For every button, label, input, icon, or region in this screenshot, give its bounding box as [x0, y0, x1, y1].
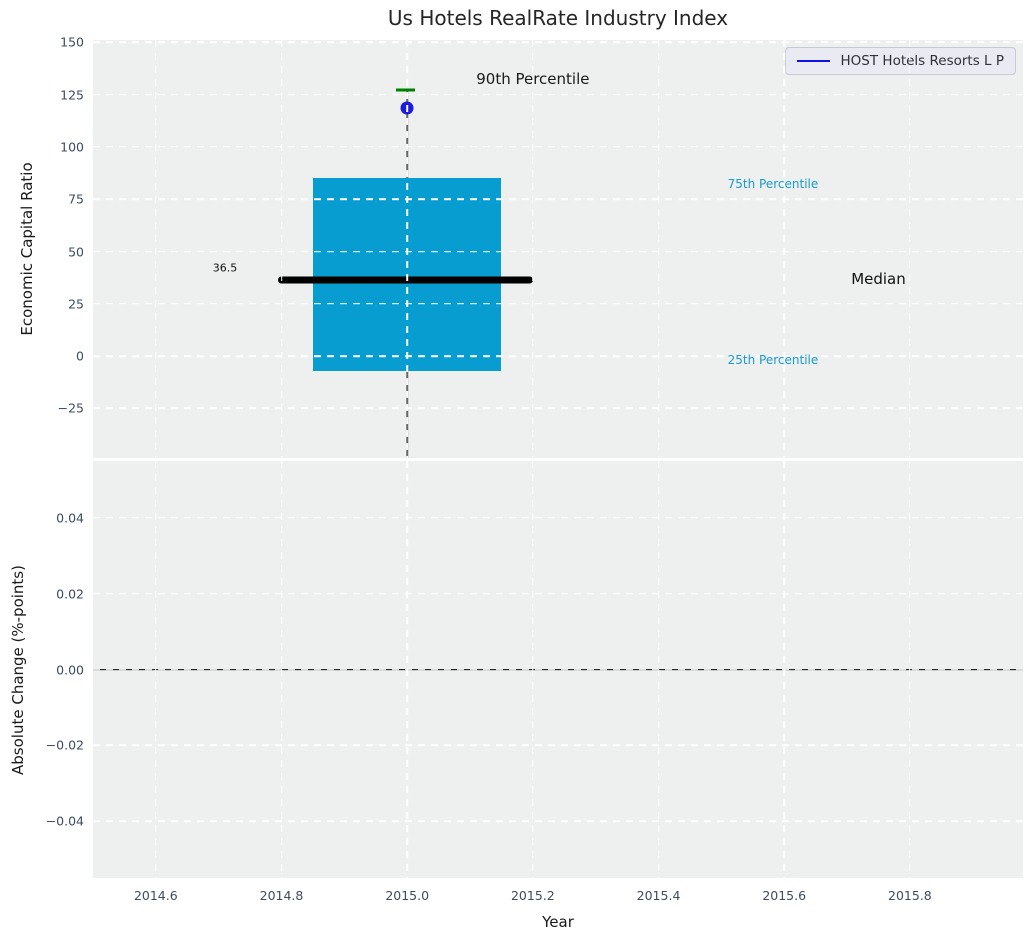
- median-line: [278, 276, 533, 284]
- y-tick-label: 75: [68, 191, 84, 207]
- y-tick-label: 0.00: [56, 662, 84, 677]
- gridline-horizontal: [93, 146, 1023, 148]
- annotation-p75-label: 75th Percentile: [727, 176, 819, 191]
- annotation-p25-label: 25th Percentile: [727, 353, 819, 368]
- gridline-vertical: [657, 40, 660, 458]
- x-tick-label: 2015.2: [510, 888, 555, 903]
- gridline-horizontal: [93, 517, 1023, 519]
- bottom-plot-area: [93, 461, 1023, 878]
- gridline-horizontal: [93, 355, 1023, 357]
- y-tick-label: −0.02: [45, 737, 84, 753]
- gridline-vertical: [909, 40, 911, 458]
- top-plot-area: HOST Hotels Resorts L P 90th Percentile 7…: [93, 40, 1023, 458]
- y-tick-label: 0.02: [56, 586, 84, 602]
- gridline-horizontal: [93, 668, 1023, 671]
- annotation-p90-label: 90th Percentile: [476, 69, 590, 88]
- x-tick-label: 2015.8: [888, 888, 932, 903]
- x-tick-label: 2015.0: [385, 888, 430, 903]
- gridline-horizontal: [93, 303, 1023, 305]
- y-tick-label: 150: [60, 34, 84, 50]
- y-tick-label: 0: [76, 348, 84, 364]
- y-tick-label: 50: [68, 244, 84, 259]
- legend-line-swatch: [796, 60, 830, 62]
- gridline-vertical: [406, 40, 408, 458]
- gridline-horizontal: [93, 744, 1023, 747]
- gridline-vertical: [280, 40, 283, 458]
- y-tick-label: −25: [57, 400, 84, 416]
- 90th-percentile-cap: [395, 88, 415, 92]
- gridline-horizontal: [93, 41, 1023, 44]
- x-tick-label: 2014.6: [133, 888, 178, 903]
- bottom-y-axis-label: Absolute Change (%-points): [9, 565, 27, 775]
- gridline-horizontal: [93, 198, 1023, 200]
- x-tick-label: 2015.4: [636, 888, 681, 903]
- y-tick-label: −0.04: [45, 813, 84, 829]
- x-tick-label: 2015.6: [762, 888, 807, 903]
- gridline-vertical: [783, 40, 785, 458]
- y-tick-label: 100: [60, 139, 84, 155]
- x-axis-label: Year: [542, 913, 574, 931]
- y-tick-label: 25: [68, 296, 84, 312]
- y-tick-label: 0.04: [56, 510, 84, 526]
- chart-title: Us Hotels RealRate Industry Index: [387, 6, 729, 30]
- gridline-vertical: [532, 40, 534, 458]
- y-tick-label: 125: [60, 87, 84, 103]
- top-y-axis-label: Economic Capital Ratio: [18, 162, 36, 336]
- gridline-horizontal: [93, 407, 1023, 410]
- legend-label: HOST Hotels Resorts L P: [840, 53, 1004, 69]
- annotation-median-label: Median: [851, 269, 906, 288]
- gridline-horizontal: [93, 592, 1023, 595]
- gridline-horizontal: [93, 820, 1023, 822]
- gridline-vertical: [155, 40, 157, 458]
- annotation-median-value: 36.5: [212, 261, 238, 275]
- gridline-horizontal: [93, 250, 1023, 253]
- x-tick-label: 2014.8: [259, 888, 304, 903]
- legend: HOST Hotels Resorts L P: [784, 47, 1016, 75]
- gridline-horizontal: [93, 93, 1023, 96]
